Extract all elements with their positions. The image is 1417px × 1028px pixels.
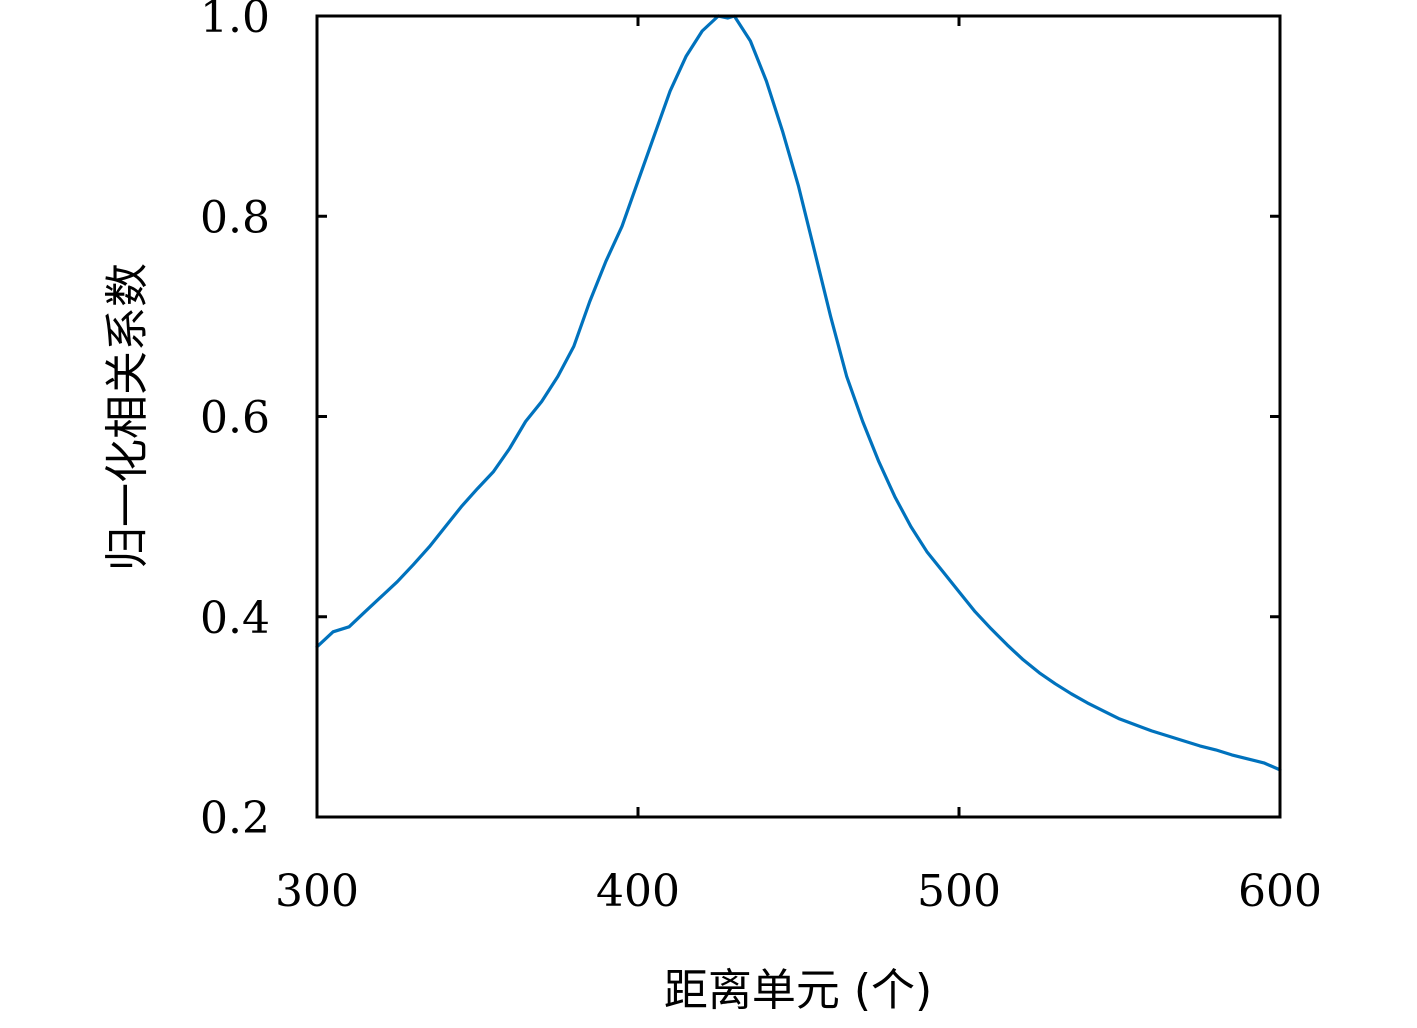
y-axis-title: 归一化相关系数	[102, 263, 153, 571]
plot-frame	[315, 14, 1282, 819]
y-tick-label: 1.0	[200, 0, 270, 43]
x-axis-title: 距离单元 (个)	[664, 965, 932, 1016]
x-tick-label: 500	[917, 866, 1001, 917]
y-tick-label: 0.8	[200, 192, 270, 243]
series-line	[315, 14, 1282, 772]
x-tick-label: 400	[596, 866, 680, 917]
ticks-layer	[315, 14, 1282, 819]
labels-layer: 300 400 500 600 0.2 0.4 0.6 0.8 1.0	[200, 0, 1322, 917]
x-tick-label: 300	[275, 866, 359, 917]
y-tick-label: 0.4	[200, 593, 270, 644]
x-tick-label: 600	[1238, 866, 1322, 917]
y-tick-label: 0.6	[200, 393, 270, 444]
y-tick-label: 0.2	[200, 793, 270, 844]
